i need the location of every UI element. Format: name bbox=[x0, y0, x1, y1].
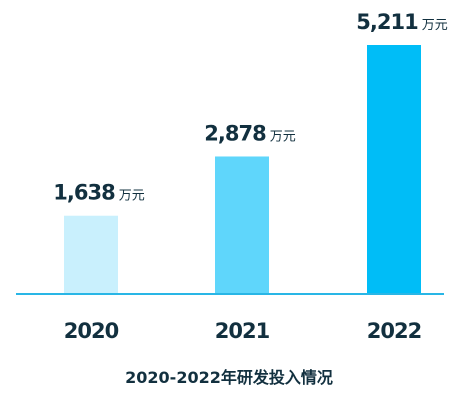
data-label-unit-2021: 万元 bbox=[270, 129, 296, 144]
data-label-unit-2020: 万元 bbox=[119, 189, 145, 204]
bar-2020 bbox=[64, 215, 118, 294]
x-tick-2022: 2022 bbox=[367, 319, 421, 343]
data-label-value-2022: 5,211 bbox=[356, 10, 418, 34]
bar-2022 bbox=[367, 45, 421, 294]
data-label-value-2021: 2,878 bbox=[204, 121, 266, 145]
bars-group bbox=[64, 45, 421, 294]
bar-2021 bbox=[215, 156, 269, 294]
chart-title: 2020-2022年研发投入情况 bbox=[125, 368, 333, 387]
x-tick-2021: 2021 bbox=[215, 319, 270, 343]
data-label-2021: 2,878 万元 bbox=[204, 121, 295, 145]
data-label-value-2020: 1,638 bbox=[53, 181, 115, 205]
data-label-2020: 1,638 万元 bbox=[53, 181, 144, 205]
x-ticks-group: 2020 2021 2022 bbox=[64, 319, 422, 343]
labels-group: 1,638 万元 2,878 万元 5,211 万元 bbox=[53, 10, 447, 205]
data-label-2022: 5,211 万元 bbox=[356, 10, 447, 34]
x-tick-2020: 2020 bbox=[64, 319, 119, 343]
data-label-unit-2022: 万元 bbox=[422, 18, 448, 33]
